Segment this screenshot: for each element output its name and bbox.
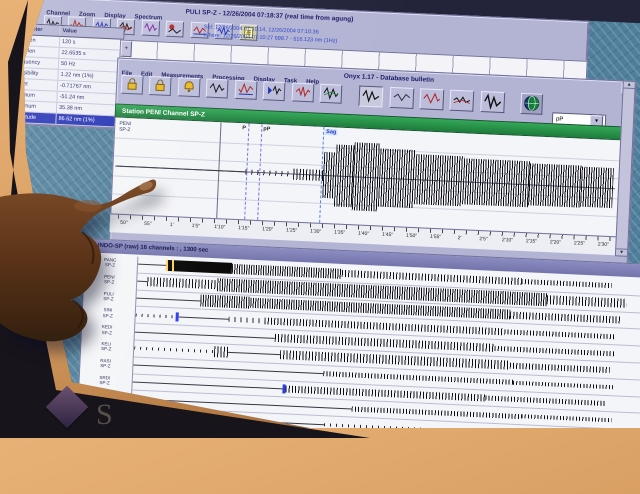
cells-corner-button[interactable]: +: [120, 40, 133, 58]
toolbar-bulletin: [120, 74, 545, 115]
phase-combobox-value: pP: [555, 116, 564, 123]
waveform-icon[interactable]: [206, 78, 229, 99]
waveform-icon[interactable]: [165, 20, 185, 38]
axis-tick-label: 1'15": [238, 225, 250, 232]
waveform-icon[interactable]: [190, 21, 209, 39]
waveform-icon[interactable]: [291, 82, 315, 103]
waveform-icon[interactable]: [480, 91, 506, 114]
padlock-icon[interactable]: [149, 75, 173, 96]
axis-tick-label: 1'5": [191, 223, 201, 230]
axis-tick-label: 1'30": [310, 228, 322, 235]
axis-tick-label: 1'45": [381, 231, 394, 239]
parameter-rows: Data len 120 s View len 22.6535 s Frequenc…: [24, 34, 124, 117]
toolbar-puli: [43, 15, 259, 43]
parameter-table: Parameter Value Data len 120 s View len 22…: [24, 22, 125, 128]
waveform-icon[interactable]: [449, 89, 475, 112]
axis-tick-label: 1'50": [405, 232, 418, 240]
axis-tick-label: 2'30": [597, 241, 610, 248]
scroll-down-icon[interactable]: ▼: [615, 248, 628, 256]
axis-tick-label: 1'40": [357, 230, 370, 238]
axis-tick-label: 50": [120, 219, 128, 227]
waveform-icon[interactable]: [419, 88, 445, 111]
waveform-icon[interactable]: [319, 83, 343, 104]
waveform-play-icon[interactable]: [262, 81, 286, 102]
export-page-icon[interactable]: [238, 23, 258, 41]
axis-tick-label: 1'20": [262, 226, 274, 233]
padlock-icon[interactable]: [120, 74, 144, 95]
axis-tick-label: 2': [457, 235, 462, 242]
axis-tick-label: 1'10": [214, 224, 226, 231]
axis-tick-label: 2'10": [501, 237, 514, 244]
window-bulletin: File Edit Measurements Processing Display Tas…: [108, 57, 637, 271]
globe-icon[interactable]: [520, 92, 543, 115]
window-title-puli: PULI SP-Z - 12/26/2004 07:18:37 (real ti…: [185, 8, 354, 24]
axis-tick-label: 1'25": [286, 227, 298, 234]
scroll-up-icon[interactable]: ▲: [623, 81, 635, 89]
waveform-icon[interactable]: [214, 22, 234, 40]
station-label[interactable]: SRDI SP-Z: [99, 374, 111, 386]
selection-info: Sel: 12/26/2004 07:10:14, 12/26/2004 07:…: [203, 23, 338, 46]
waveform-icon[interactable]: [43, 15, 63, 32]
waveform-icon[interactable]: [92, 17, 112, 35]
axis-tick-label: 2'25": [573, 240, 586, 247]
monitor-screen: Channel Zoom Display Spectrum PULI SP-Z - 1…: [24, 0, 640, 428]
axis-tick-label: 1'55": [429, 233, 442, 241]
waveform-icon[interactable]: [234, 79, 258, 100]
window-puli: Channel Zoom Display Spectrum PULI SP-Z - 1…: [24, 0, 590, 151]
axis-tick-label: 2'5": [479, 236, 488, 243]
axis-tick-label: 55": [144, 220, 152, 228]
waveform-icon[interactable]: [388, 86, 414, 109]
monitor-brand-letter: S: [96, 398, 113, 431]
axis-tick-label: 1'35": [333, 229, 346, 236]
axis-tick-label: 2'15": [525, 238, 538, 245]
axis-tick-label: 1': [169, 222, 174, 229]
bell-icon[interactable]: [177, 77, 201, 98]
axis-tick-label: 2'20": [549, 239, 562, 246]
window-title-bulletin: Onyx 1.17 - Database bulletin: [343, 72, 435, 84]
waveform-icon[interactable]: [358, 85, 384, 108]
waveform-icon[interactable]: [141, 19, 160, 37]
